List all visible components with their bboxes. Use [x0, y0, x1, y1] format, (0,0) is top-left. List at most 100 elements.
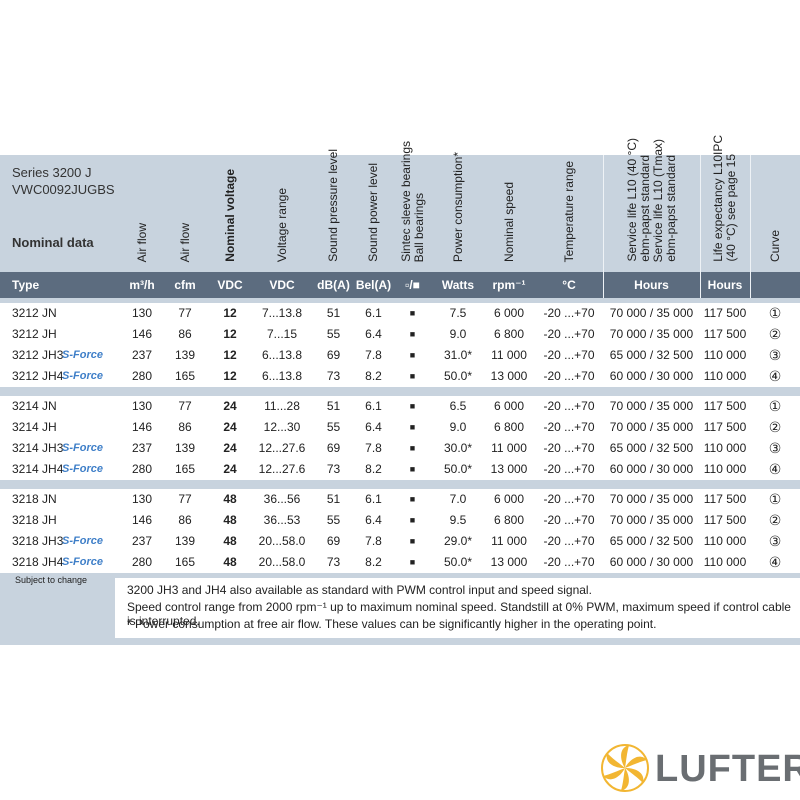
subject-note: Subject to change [15, 575, 88, 585]
series: Series 3200 J [12, 165, 92, 180]
s-force-badge: S-Force [62, 535, 103, 547]
table-cell: -20 ...+70 [543, 348, 595, 362]
table-cell: 280 [131, 462, 153, 476]
column-title: ebm-papst standard [663, 155, 678, 262]
s-force-badge: S-Force [62, 463, 103, 475]
column-unit: VDC [269, 278, 295, 292]
table-cell: ① [768, 305, 782, 321]
table-cell: -20 ...+70 [543, 327, 595, 341]
table-cell: 3218 JH [12, 513, 57, 527]
table-cell: 65 000 / 32 500 [609, 534, 694, 548]
table-cell: 50.0* [443, 462, 473, 476]
table-cell: ■ [409, 350, 416, 360]
column-unit: cfm [174, 278, 196, 292]
table-cell: 50.0* [443, 555, 473, 569]
table-cell: 6 000 [493, 306, 525, 320]
table-cell: 6.1 [365, 306, 382, 320]
s-force-badge: S-Force [62, 556, 103, 568]
column-unit: °C [562, 278, 576, 292]
table-cell: 24 [223, 462, 237, 476]
table-cell: 51 [326, 306, 341, 320]
table-cell: 69 [326, 534, 341, 548]
table-cell: 20...58.0 [258, 555, 306, 569]
note-line: Speed control range from 2000 rpm⁻¹ up t… [127, 600, 791, 628]
table-cell: 24 [223, 420, 237, 434]
table-cell: 30.0* [443, 441, 473, 455]
table-cell: 7.8 [365, 348, 382, 362]
table-cell: 7.8 [365, 534, 382, 548]
table-cell: 6.1 [365, 492, 382, 506]
table-cell: -20 ...+70 [543, 399, 595, 413]
table-cell: ■ [409, 536, 416, 546]
table-cell: 48 [223, 555, 237, 569]
table-cell: ④ [768, 368, 782, 384]
table-cell: 36...53 [263, 513, 301, 527]
section: Nominal data [12, 235, 94, 250]
table-cell: 130 [131, 399, 153, 413]
table-cell: 139 [174, 441, 196, 455]
table-row: 3218 JH3 237 139 48 20...58.0 69 7.8 ■ 29.0* 11 0… [0, 531, 800, 553]
table-cell: ③ [768, 440, 782, 456]
column-title: Sound power level [366, 163, 380, 262]
table-cell: 65 000 / 32 500 [609, 348, 694, 362]
table-cell: 6...13.8 [261, 369, 303, 383]
column-title: (40 °C) see page 15 [724, 154, 738, 262]
table-cell: 3218 JH3 [12, 534, 64, 548]
table-cell: ■ [409, 443, 416, 453]
table-cell: 70 000 / 35 000 [609, 327, 694, 341]
table-cell: 70 000 / 35 000 [609, 513, 694, 527]
table-row: 3214 JH 146 86 24 12...30 55 6.4 ■ 9.0 6 800 -20 .… [0, 417, 800, 439]
table-cell: 55 [326, 513, 341, 527]
table-cell: -20 ...+70 [543, 555, 595, 569]
note-line: 3200 JH3 and JH4 also available as stand… [127, 583, 592, 597]
table-cell: ① [768, 398, 782, 414]
table-cell: 60 000 / 30 000 [609, 462, 694, 476]
table-cell: ② [768, 326, 782, 342]
table-cell: 48 [223, 513, 237, 527]
table-cell: 13 000 [490, 555, 528, 569]
table-cell: 73 [326, 555, 341, 569]
table-cell: 3212 JH3 [12, 348, 64, 362]
column-title: ebm-papst standard [637, 155, 652, 262]
column-title: Air flow [177, 222, 192, 262]
logo: LUFTER [655, 748, 800, 790]
table-cell: 48 [223, 534, 237, 548]
table-cell: 146 [131, 513, 153, 527]
table-cell: 3212 JH4 [12, 369, 64, 383]
table-cell: 73 [326, 462, 341, 476]
s-force-badge: S-Force [62, 370, 103, 382]
note-line: * Power consumption at free air flow. Th… [127, 617, 657, 631]
table-cell: ■ [409, 464, 416, 474]
column-title: Air flow [134, 222, 149, 262]
table-row: 3218 JH4 280 165 48 20...58.0 73 8.2 ■ 50.0* 13 0… [0, 552, 800, 574]
table-cell: 146 [131, 420, 153, 434]
table-cell: ③ [768, 347, 782, 363]
table-cell: ④ [768, 461, 782, 477]
table-cell: 70 000 / 35 000 [609, 420, 694, 434]
table-cell: 65 000 / 32 500 [609, 441, 694, 455]
table-cell: 6...13.8 [261, 348, 303, 362]
table-cell: 6 000 [493, 492, 525, 506]
table-row: 3212 JN 130 77 12 7...13.8 51 6.1 ■ 7.5 6 000 -20 … [0, 303, 800, 325]
column-unit: Bel(A) [355, 278, 392, 292]
table-cell: -20 ...+70 [543, 492, 595, 506]
table-cell: 146 [131, 327, 153, 341]
table-cell: 60 000 / 30 000 [609, 369, 694, 383]
table-cell: 7.5 [449, 306, 467, 320]
table-cell: 8.2 [365, 369, 382, 383]
table-cell: 12...27.6 [258, 462, 306, 476]
column-title: Service life L10 (40 °C) [624, 138, 639, 262]
table-cell: 237 [131, 441, 153, 455]
s-force-badge: S-Force [62, 442, 103, 454]
table-cell: 48 [223, 492, 237, 506]
table-cell: 130 [131, 492, 153, 506]
header-bar [0, 272, 800, 298]
table-cell: 77 [178, 492, 192, 506]
notes-box: 3200 JH3 and JH4 also available as stand… [115, 578, 800, 638]
column-divider [750, 155, 751, 298]
column-title: Curve [767, 229, 782, 262]
table-cell: ■ [409, 515, 416, 525]
table-cell: ■ [409, 329, 416, 339]
table-cell: 77 [178, 399, 192, 413]
table-cell: 69 [326, 441, 341, 455]
